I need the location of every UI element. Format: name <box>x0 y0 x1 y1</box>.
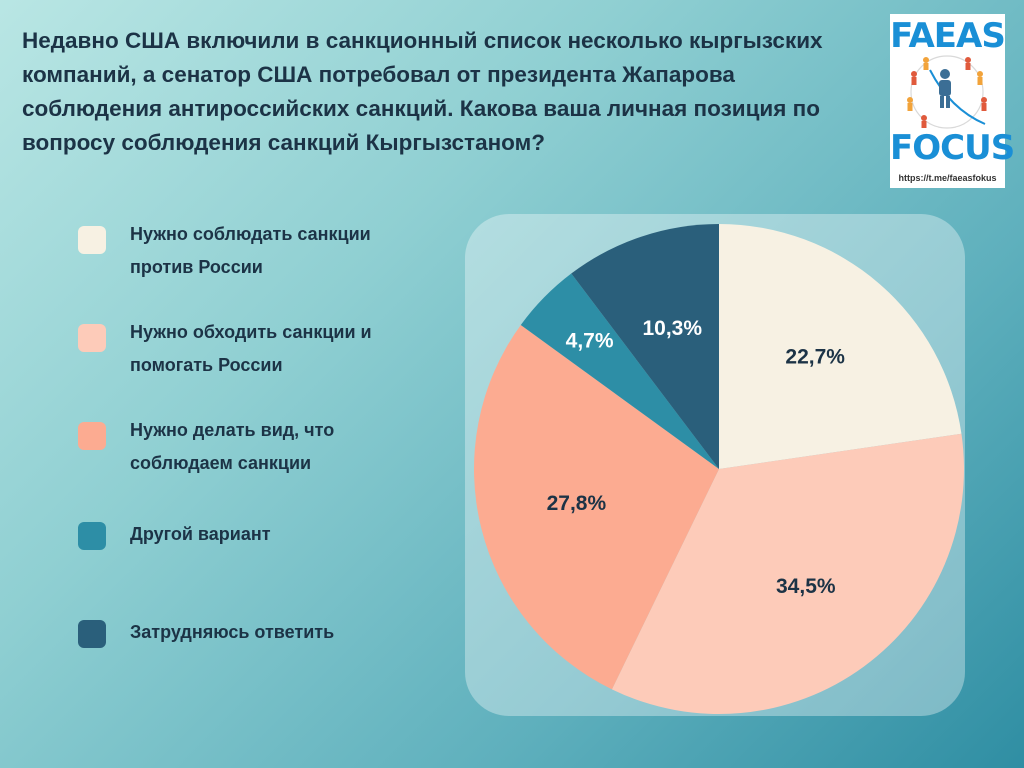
pie-slice <box>520 273 719 469</box>
pie-slice <box>474 324 719 690</box>
pie-slice <box>571 224 719 469</box>
pie-chart: 22,7% 34,5% 27,8% 4,7% 10,3% <box>474 224 964 714</box>
legend-swatch <box>78 324 106 352</box>
pie-data-label: 27,8% <box>547 492 607 515</box>
pie-data-label: 10,3% <box>642 317 702 340</box>
legend-label: Нужно соблюдать санкции против России <box>130 224 371 277</box>
pie-data-label: 34,5% <box>776 575 836 598</box>
legend-swatch <box>78 226 106 254</box>
pie-slice <box>719 224 962 469</box>
legend-label: Другой вариант <box>130 524 271 544</box>
pie-slice <box>611 433 964 714</box>
legend-swatch <box>78 422 106 450</box>
pie-data-label: 22,7% <box>785 345 845 368</box>
logo-text-bottom: FOCUS <box>890 128 1015 168</box>
logo-people-circle-icon <box>907 55 987 129</box>
legend-label: Нужно обходить санкции и помогать России <box>130 322 372 375</box>
legend-label: Затрудняюсь ответить <box>130 622 335 642</box>
chart-title: Недавно США включили в санкционный списо… <box>22 28 823 155</box>
legend-swatch <box>78 620 106 648</box>
faeas-focus-logo: FAEAS FOCUS https://t.me/faeasfokus <box>890 14 1015 188</box>
logo-text-top: FAEAS <box>890 16 1006 56</box>
logo-url: https://t.me/faeasfokus <box>898 173 997 183</box>
legend-swatch <box>78 522 106 550</box>
legend-label: Нужно делать вид, что соблюдаем санкции <box>130 420 335 473</box>
pie-data-label: 4,7% <box>566 330 614 353</box>
